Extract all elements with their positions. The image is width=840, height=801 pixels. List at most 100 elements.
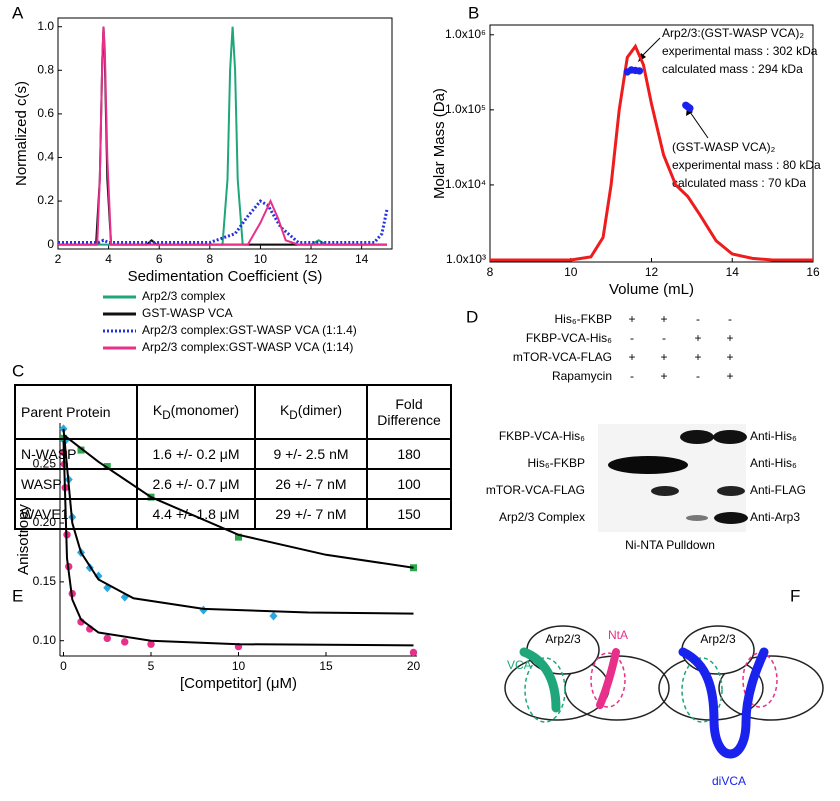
x-tick-label: 8 xyxy=(487,265,494,279)
diagram-label: VCA xyxy=(507,658,532,672)
panel-label: E xyxy=(12,586,23,605)
table-cell: N-WASP xyxy=(14,438,138,470)
header-cell: KD(monomer) xyxy=(136,384,256,440)
binding-site xyxy=(524,657,566,723)
nta xyxy=(596,648,620,709)
data-point xyxy=(235,533,242,541)
x-axis-title: Volume (mL) xyxy=(609,281,694,298)
header-cell: Fold Difference xyxy=(366,384,452,440)
condition-sign: - xyxy=(696,312,700,326)
antibody-label: Anti-His₆ xyxy=(750,429,797,443)
y-tick-label: 1.0x10⁴ xyxy=(445,177,486,191)
x-tick-label: 14 xyxy=(355,252,369,266)
condition-sign: - xyxy=(728,312,732,326)
binding-site xyxy=(590,652,626,708)
header-cell: Parent Protein xyxy=(14,384,138,440)
data-line xyxy=(58,26,387,246)
x-tick-label: 2 xyxy=(55,252,62,266)
condition-sign: + xyxy=(694,331,701,345)
data-line xyxy=(58,26,387,246)
condition-label: FKBP-VCA-His₆ xyxy=(526,331,612,345)
data-point xyxy=(409,648,418,657)
table: Parent Protein KD(monomer) KD(dimer) Fol… xyxy=(14,384,452,530)
x-axis-title: [Competitor] (μM) xyxy=(180,675,297,692)
x-tick-label: 10 xyxy=(254,252,268,266)
condition-sign: + xyxy=(628,312,635,326)
vca xyxy=(519,647,561,713)
x-tick-label: 14 xyxy=(726,265,740,279)
table-cell: WASP xyxy=(14,468,138,500)
x-tick-label: 20 xyxy=(407,659,421,673)
band xyxy=(713,430,747,444)
arrow xyxy=(689,111,709,139)
data-point xyxy=(199,605,208,615)
x-tick-label: 12 xyxy=(304,252,318,266)
x-tick-label: 6 xyxy=(156,252,163,266)
plot-frame xyxy=(57,17,393,250)
header-sub: D xyxy=(289,408,298,422)
subunit xyxy=(718,655,824,721)
x-tick-label: 10 xyxy=(564,265,578,279)
antibody-label: Anti-His₆ xyxy=(750,456,797,470)
divca xyxy=(678,647,769,759)
y-tick-label: 0.10 xyxy=(33,633,57,647)
data-point xyxy=(635,67,644,75)
header-sub: D xyxy=(162,408,171,422)
x-tick-label: 0 xyxy=(60,659,67,673)
band xyxy=(714,512,748,524)
data-point xyxy=(410,564,417,572)
condition-sign: + xyxy=(726,369,733,383)
blot-footer: Ni-NTA Pulldown xyxy=(625,538,715,552)
annotation: experimental mass : 80 kDa xyxy=(672,158,821,172)
y-tick-label: 0.8 xyxy=(37,62,54,76)
condition-sign: + xyxy=(660,369,667,383)
y-tick-label: 0.15 xyxy=(33,574,57,588)
data-line xyxy=(490,43,813,262)
data-point xyxy=(121,638,129,646)
y-tick-label: 0 xyxy=(47,237,54,251)
diagram-label: diVCA xyxy=(712,774,746,788)
legend-label: Arp2/3 complex:GST-WASP VCA (1:14) xyxy=(142,340,353,354)
blot: Ni-NTA Pulldown xyxy=(598,424,748,552)
panel-label: A xyxy=(12,3,24,22)
table-row: WAVE1 4.4 +/- 1.8 μM 29 +/- 7 nM 150 xyxy=(14,498,452,530)
data-point xyxy=(686,104,694,112)
condition-label: Rapamycin xyxy=(552,369,612,383)
x-tick-label: 16 xyxy=(806,265,820,279)
blot-row-label: His₆-FKBP xyxy=(527,456,585,470)
binding-site xyxy=(742,652,778,708)
table-cell: 4.4 +/- 1.8 μM xyxy=(136,498,256,530)
blot-row-label: Arp2/3 Complex xyxy=(499,510,585,524)
diagram xyxy=(504,625,824,759)
table-cell: 26 +/- 7 nM xyxy=(254,468,368,500)
blot-row-label: mTOR-VCA-FLAG xyxy=(486,483,585,497)
condition-sign: - xyxy=(630,331,634,345)
annotation: (GST-WASP VCA)₂ xyxy=(672,140,776,154)
legend-label: GST-WASP VCA xyxy=(142,306,233,320)
table-cell: 180 xyxy=(366,438,452,470)
y-tick-label: 0.6 xyxy=(37,106,54,120)
condition-sign: - xyxy=(630,369,634,383)
condition-sign: - xyxy=(662,331,666,345)
condition-sign: + xyxy=(694,350,701,364)
panel-label: C xyxy=(12,361,24,380)
header-cell: KD(dimer) xyxy=(254,384,368,440)
blot-row-label: FKBP-VCA-His₆ xyxy=(499,429,585,443)
data-point xyxy=(269,611,278,621)
x-axis-title: Sedimentation Coefficient (S) xyxy=(128,268,323,285)
annotation: calculated mass : 294 kDa xyxy=(662,62,803,76)
header-text: (dimer) xyxy=(297,402,343,419)
band xyxy=(608,456,688,474)
data-line xyxy=(58,199,389,244)
condition-sign: + xyxy=(726,331,733,345)
x-tick-label: 8 xyxy=(206,252,213,266)
annotation: experimental mass : 302 kDa xyxy=(662,44,818,58)
band xyxy=(717,486,745,496)
condition-label: His₆-FKBP xyxy=(554,312,612,326)
x-tick-label: 4 xyxy=(105,252,112,266)
condition-sign: - xyxy=(696,369,700,383)
table-header: Parent Protein KD(monomer) KD(dimer) Fol… xyxy=(14,384,452,440)
data-point xyxy=(147,640,155,648)
binding-site xyxy=(681,657,723,723)
